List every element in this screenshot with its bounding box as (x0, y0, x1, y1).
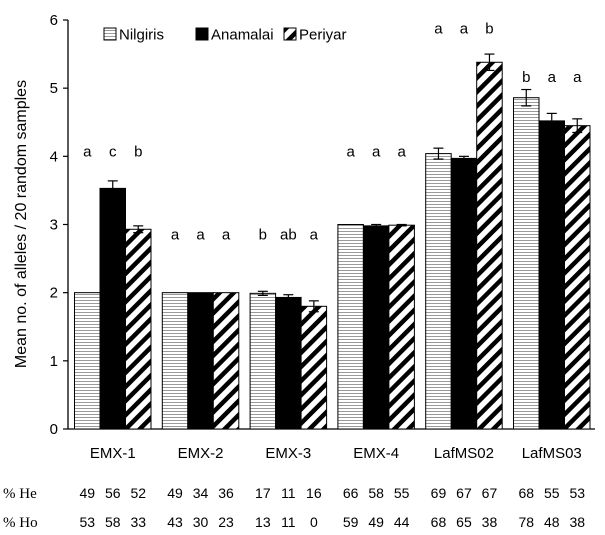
stat-value: 55 (544, 485, 560, 501)
bar (450, 157, 478, 430)
bar (513, 97, 540, 430)
bar (161, 292, 189, 430)
significance-letter: a (83, 143, 92, 160)
stat-value: 11 (281, 485, 296, 501)
significance-letter: c (109, 143, 117, 160)
stat-value: 23 (218, 514, 234, 530)
stat-row-label: % He (3, 486, 37, 502)
stat-value: 13 (255, 514, 271, 530)
stat-value: 52 (130, 485, 146, 501)
bar (212, 292, 240, 430)
x-tick-label: LafMS02 (434, 445, 494, 462)
stat-value: 33 (130, 514, 146, 530)
significance-letter: a (397, 143, 406, 160)
stat-value: 30 (193, 514, 209, 530)
legend-swatch (195, 27, 209, 41)
y-tick-label: 6 (50, 12, 58, 29)
stat-value: 49 (167, 485, 183, 501)
bar (337, 224, 364, 430)
stat-value: 53 (569, 485, 585, 501)
stat-value: 53 (79, 514, 95, 530)
significance-letter: b (134, 143, 142, 160)
stat-value: 65 (456, 514, 472, 530)
stat-value: 59 (343, 514, 359, 530)
stat-value: 48 (544, 514, 560, 530)
y-tick-label: 4 (50, 148, 58, 165)
stat-value: 34 (193, 485, 209, 501)
significance-letter: b (522, 69, 530, 86)
bar (74, 292, 101, 430)
stat-value: 36 (218, 485, 234, 501)
legend-swatch (103, 27, 117, 41)
stat-value: 49 (79, 485, 95, 501)
significance-letter: a (222, 226, 231, 243)
stat-value: 17 (255, 485, 271, 501)
y-tick-label: 1 (50, 353, 58, 370)
significance-letter: a (196, 226, 205, 243)
significance-letter: ab (280, 226, 297, 243)
stat-value: 66 (343, 485, 359, 501)
stat-value: 11 (281, 514, 296, 530)
stat-value: 67 (482, 485, 498, 501)
stat-value: 16 (306, 485, 322, 501)
stat-value: 44 (394, 514, 410, 530)
stat-value: 58 (105, 514, 121, 530)
significance-letter: a (548, 69, 557, 86)
x-tick-label: EMX-4 (353, 445, 399, 462)
significance-letter: a (573, 69, 582, 86)
legend-swatch (283, 27, 297, 41)
legend-label: Periyar (299, 27, 347, 44)
significance-letter: a (310, 226, 319, 243)
y-tick-label: 0 (50, 421, 58, 438)
bar (187, 292, 214, 430)
significance-letter: a (171, 226, 180, 243)
bar (275, 296, 302, 430)
stat-value: 69 (431, 485, 447, 501)
bar (300, 305, 328, 430)
stat-value: 38 (482, 514, 498, 530)
bar (564, 125, 591, 430)
bar (362, 225, 390, 430)
stat-value: 0 (310, 514, 318, 530)
significance-letter: a (460, 21, 469, 38)
stat-value: 56 (105, 485, 121, 501)
bar (125, 228, 152, 430)
stat-value: 68 (431, 514, 447, 530)
x-tick-label: EMX-2 (178, 445, 224, 462)
significance-letter: b (259, 226, 267, 243)
stat-value: 67 (456, 485, 472, 501)
bar (388, 224, 415, 430)
x-tick-label: EMX-3 (265, 445, 311, 462)
stat-value: 78 (518, 514, 534, 530)
y-tick-label: 2 (50, 285, 58, 302)
stat-value: 38 (569, 514, 585, 530)
bar (249, 292, 277, 430)
significance-letter: a (434, 21, 443, 38)
significance-letter: a (346, 143, 355, 160)
bar (425, 153, 452, 430)
bar (99, 187, 126, 430)
stat-value: 43 (167, 514, 183, 530)
y-tick-label: 5 (50, 80, 58, 97)
x-tick-label: EMX-1 (90, 445, 136, 462)
stat-value: 68 (518, 485, 534, 501)
significance-letter: b (485, 21, 493, 38)
stat-value: 58 (368, 485, 384, 501)
bar (476, 61, 503, 430)
legend-label: Nilgiris (119, 27, 164, 44)
y-tick-label: 3 (50, 217, 58, 234)
legend-label: Anamalai (211, 27, 274, 44)
y-axis-label: Mean no. of alleles / 20 random samples (13, 80, 30, 368)
bar (538, 120, 565, 430)
stat-row-label: % Ho (3, 515, 38, 531)
significance-letter: a (372, 143, 381, 160)
stat-value: 55 (394, 485, 410, 501)
x-tick-label: LafMS03 (522, 445, 582, 462)
stat-value: 49 (368, 514, 384, 530)
